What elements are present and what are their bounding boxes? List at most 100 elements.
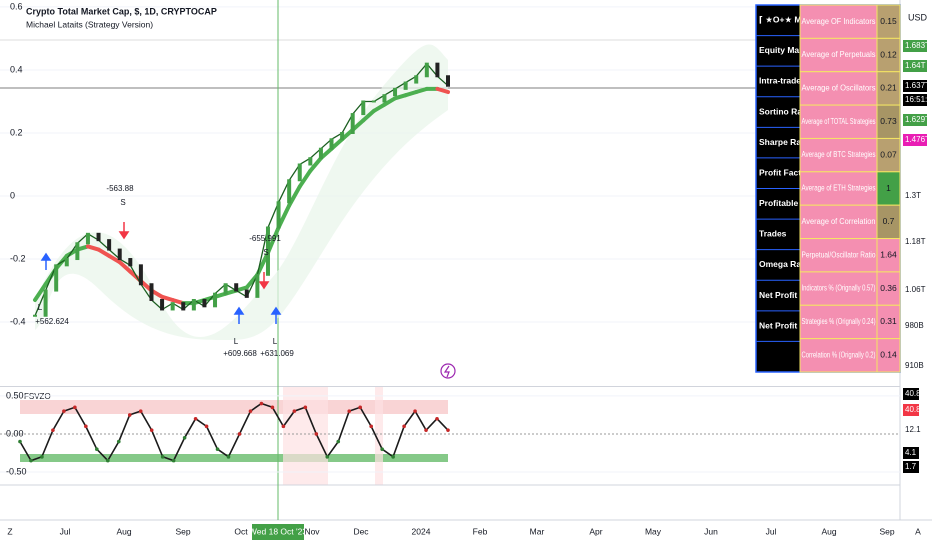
candle (107, 239, 112, 251)
candle (117, 248, 122, 261)
oscillator-dot (336, 439, 341, 444)
x-tick-label: Apr (589, 526, 602, 536)
x-tick-label: A (915, 526, 921, 536)
candle (33, 314, 37, 317)
oscillator-dot (84, 424, 88, 429)
price-envelope (35, 44, 448, 340)
trend-segment (297, 168, 313, 189)
trade-annotation: +562.624 (35, 317, 69, 326)
metric-label: Net Profit L/ (759, 320, 808, 330)
oscillator-dot (281, 424, 286, 429)
candle (308, 157, 313, 166)
oscillator-dot (413, 409, 417, 413)
oscillator-dot (204, 424, 209, 429)
metric-label: Equity Max D (759, 45, 812, 55)
candle (329, 138, 334, 150)
oscillator-dot (116, 439, 121, 444)
price-label: 980B (905, 321, 924, 330)
trade-annotation: L (38, 303, 43, 312)
trend-segment (308, 156, 323, 173)
price-label: 1.629T (905, 115, 930, 124)
price-label: 1.3T (905, 191, 921, 200)
row-label: Average of TOTAL Strategies (802, 117, 876, 126)
y-tick-label: -0.50 (6, 466, 27, 476)
oscillator-dot (160, 455, 165, 459)
row-label: Indicators % (Orignally 0.57) (802, 284, 876, 293)
oscillator-dot (29, 458, 33, 463)
oscillator-dot (325, 455, 330, 459)
trend-segment (33, 282, 48, 302)
row-label: Perpetual/Oscillator Ratio (802, 250, 876, 259)
oscillator-dot (248, 409, 253, 413)
price-label: 1.476T (905, 135, 930, 144)
candle (213, 292, 218, 308)
scale-label-box (903, 447, 919, 459)
y-tick-label: 0.2 (10, 127, 23, 137)
scale-label-box (903, 388, 919, 400)
oscillator-dot (138, 409, 143, 413)
event-icon-glyph (443, 365, 450, 378)
price-label: 1.64T (905, 61, 926, 70)
row-label-cell (799, 204, 878, 240)
candle (371, 100, 376, 103)
y-tick-label: 0 (10, 190, 15, 200)
scale-label: 40.8 (905, 389, 921, 398)
row-label: Correlation % (Orignally 0.2) (802, 350, 876, 359)
price-label: 910B (905, 361, 924, 370)
trade-annotation: -655.991 (249, 234, 281, 243)
trade-annotation: +609.668 (223, 349, 257, 358)
candle (202, 299, 207, 308)
buy-arrows (40, 252, 282, 324)
trend-segment (371, 102, 387, 113)
candle (170, 302, 175, 311)
trend-segment (107, 253, 122, 265)
price-line (34, 62, 449, 317)
oscillator-dot (226, 455, 231, 459)
oscillator-dot (149, 428, 154, 432)
row-value: 0.12 (880, 49, 897, 59)
price-label-box (903, 94, 927, 106)
price-label: 1.18T (905, 237, 926, 246)
scale-label-box (903, 461, 919, 473)
trend-segment (96, 247, 112, 258)
x-tick-label: Wed 18 Oct '23 (249, 526, 307, 536)
candle (318, 147, 323, 160)
oscillator-dot (105, 458, 110, 463)
row-value: 0.31 (880, 316, 897, 326)
oscillator-dot (171, 458, 176, 463)
oscillator-dot (303, 405, 308, 410)
row-label: Average of ETH Strategies (802, 184, 876, 193)
candle (96, 232, 101, 242)
signal-zone (375, 387, 383, 485)
trend-segment (382, 96, 398, 107)
x-tick-label: Jul (766, 526, 777, 536)
candle (361, 100, 366, 116)
candle (128, 258, 133, 267)
trade-annotation: L (273, 337, 278, 346)
indicator-title: Michael Lataits (Strategy Version) (26, 19, 153, 29)
oscillator-dot (292, 409, 297, 413)
trade-annotation: S (120, 198, 125, 207)
oscillator-dot (358, 405, 363, 410)
row-value: 0.36 (880, 283, 897, 293)
price-label-box (903, 80, 927, 92)
price-label-box (903, 60, 927, 72)
pane-divider (0, 386, 900, 387)
oscillator-dot (270, 405, 275, 410)
candle (446, 75, 450, 87)
row-value: 1.64 (880, 249, 897, 259)
metric-label: ⌈ ★O+★ M (759, 15, 802, 25)
y-tick-label: 0.00 (6, 428, 24, 438)
metric-label: Profit Factor (759, 167, 810, 177)
candle (424, 62, 429, 78)
trade-annotation: +631.069 (260, 349, 294, 358)
price-label-box (903, 114, 927, 126)
row-label-cell (799, 4, 878, 39)
candle (244, 289, 249, 298)
oscillator-dot (51, 428, 55, 432)
oscillator-dot (424, 428, 428, 432)
x-tick-label: 2024 (412, 526, 431, 536)
candle (340, 131, 345, 141)
event-icon[interactable] (440, 363, 456, 379)
currency[interactable]: USD (908, 12, 928, 22)
